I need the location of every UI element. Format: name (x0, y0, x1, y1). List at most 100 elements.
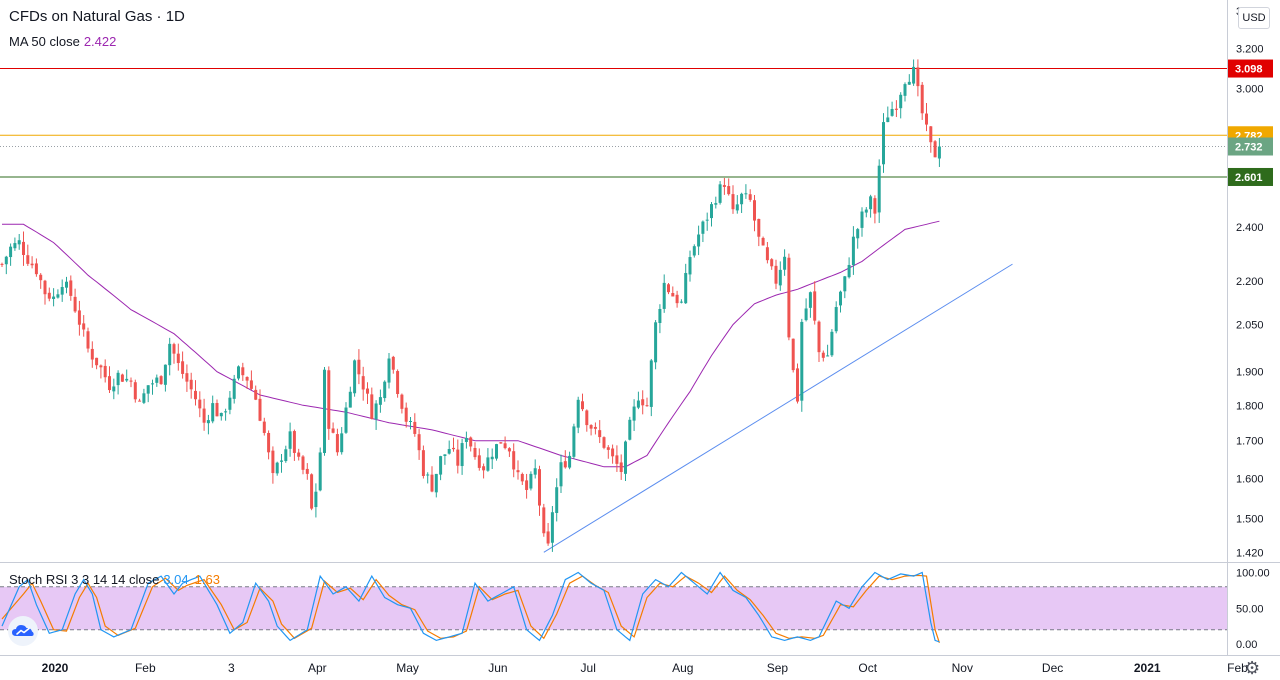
candle (142, 388, 146, 405)
candle (275, 461, 279, 476)
candle-body (688, 257, 692, 275)
candle (65, 276, 68, 294)
candle (602, 436, 606, 450)
price-tick-label: 1.800 (1236, 400, 1264, 412)
candle-body (120, 374, 124, 382)
candle-body (658, 308, 662, 324)
currency-button[interactable]: USD (1238, 7, 1270, 29)
candle-body (731, 194, 735, 210)
candle (611, 444, 615, 464)
candle (533, 459, 537, 479)
candle-body (90, 348, 94, 360)
candle-body (43, 280, 47, 295)
candle-body (667, 284, 670, 293)
candle (421, 445, 425, 479)
candle-body (628, 419, 632, 440)
candle (912, 59, 916, 86)
candle-body (598, 430, 602, 438)
price-tick-label: 2.400 (1236, 222, 1264, 234)
candle-body (697, 234, 701, 247)
candle-body (856, 229, 860, 239)
candle-body (318, 452, 322, 491)
candle (817, 320, 821, 362)
candle-body (555, 487, 559, 513)
time-tick-label: Jun (488, 661, 507, 675)
time-tick-label: 2020 (42, 661, 69, 675)
candle-body (370, 394, 374, 419)
candle (486, 448, 490, 472)
candle (43, 279, 47, 305)
candle-body (292, 431, 296, 453)
candle (559, 454, 563, 493)
candle-body (189, 379, 193, 390)
gear-icon[interactable]: ⚙ (1244, 658, 1261, 678)
tradingview-logo-icon[interactable] (8, 616, 38, 646)
candle (297, 448, 301, 461)
candle-body (787, 257, 791, 338)
time-tick-label: Feb (135, 661, 156, 675)
candle (185, 364, 189, 392)
candle-body (331, 428, 335, 433)
candle-body (757, 218, 761, 237)
price-label-text: 3.098 (1235, 64, 1263, 76)
candle (417, 429, 421, 460)
stoch-rsi-label: Stoch RSI 3 3 14 14 close (9, 572, 160, 587)
candle (396, 369, 400, 398)
candle-body (47, 292, 51, 299)
candle-body (348, 391, 352, 408)
candle (241, 362, 245, 381)
candle (26, 244, 30, 266)
candle-body (615, 455, 619, 464)
candle-body (722, 185, 726, 187)
candle (529, 471, 533, 491)
candle (718, 181, 722, 205)
candle-body (22, 241, 25, 255)
price-tick-label: 3.000 (1236, 83, 1264, 95)
candle (224, 408, 228, 421)
candle-body (194, 390, 197, 400)
candle-body (486, 457, 490, 471)
candle (839, 290, 842, 313)
candle (249, 370, 253, 391)
candle-body (275, 462, 279, 474)
candle (391, 355, 395, 374)
candle (310, 473, 314, 511)
candle-body (937, 146, 941, 159)
candle-body (882, 122, 885, 165)
ma-label: MA 50 close (9, 34, 80, 49)
candle-body (778, 269, 782, 286)
time-tick-label: May (396, 661, 419, 675)
candle-body (808, 292, 812, 308)
stoch-rsi-pane (0, 562, 1280, 643)
candle-body (903, 84, 907, 96)
candle-body (761, 237, 765, 246)
candle (830, 329, 834, 357)
candle-body (146, 385, 150, 394)
candles-group (0, 59, 941, 552)
trendline[interactable] (543, 263, 1013, 553)
candle (847, 257, 851, 279)
candle-body (387, 358, 391, 383)
candle (477, 448, 481, 471)
stoch-d-value: 1.63 (194, 572, 220, 587)
candle-body (112, 386, 116, 392)
candle-body (585, 410, 589, 426)
price-label-badge (1228, 59, 1273, 78)
candle (735, 195, 739, 214)
stoch-d-line (1, 574, 940, 643)
candle-body (753, 200, 756, 221)
candle (671, 286, 675, 297)
price-tick-label: 1.420 (1236, 547, 1264, 559)
candle-body (288, 431, 292, 449)
candle-body (710, 204, 713, 219)
candle (383, 380, 387, 402)
candle-body (219, 412, 223, 417)
candle (133, 379, 137, 403)
candle (877, 159, 881, 223)
candle-body (366, 388, 369, 394)
candle-body (310, 474, 314, 509)
candle-body (13, 243, 17, 249)
candle (757, 218, 761, 247)
candle (22, 231, 25, 266)
